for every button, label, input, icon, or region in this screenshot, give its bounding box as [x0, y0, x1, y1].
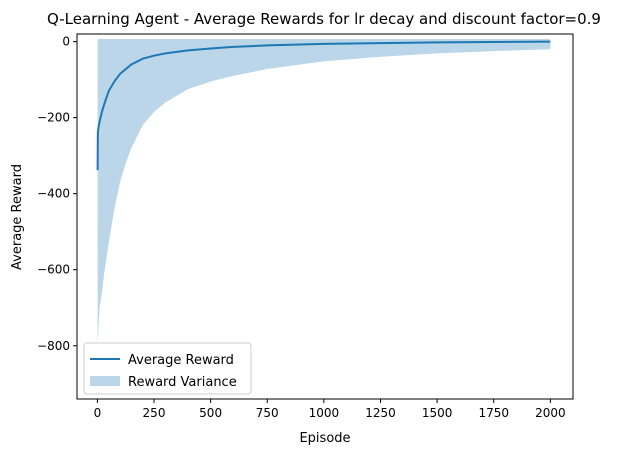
x-axis-ticks: 0 250 500 750 1000 1250 1500 1750 2000 [94, 399, 566, 420]
x-tick-label: 1250 [365, 406, 396, 420]
y-tick-label: 0 [62, 35, 70, 49]
legend-label-reward-variance: Reward Variance [128, 375, 237, 390]
chart-title: Q-Learning Agent - Average Rewards for l… [47, 10, 601, 28]
y-axis-ticks: −800 −600 −400 −200 0 [37, 35, 77, 353]
plot-frame [76, 33, 574, 400]
x-tick-label: 0 [94, 406, 102, 420]
average-reward-line [96, 40, 551, 171]
x-tick-label: 1000 [309, 406, 340, 420]
legend-box [83, 342, 252, 395]
reward-variance-band [97, 38, 551, 346]
x-tick-label: 500 [199, 406, 222, 420]
y-tick-label: −200 [37, 111, 70, 125]
legend-label-average-reward: Average Reward [128, 353, 234, 368]
y-axis-label: Average Reward [10, 164, 25, 270]
legend-swatch-reward-variance [90, 376, 120, 386]
x-tick-label: 1750 [478, 406, 509, 420]
x-tick-label: 1500 [422, 406, 453, 420]
x-tick-label: 2000 [535, 406, 566, 420]
legend: Average Reward Reward Variance [83, 342, 252, 395]
y-tick-label: −400 [37, 187, 70, 201]
x-axis-label: Episode [299, 431, 350, 446]
x-tick-label: 750 [256, 406, 279, 420]
y-tick-label: −600 [37, 263, 70, 277]
x-tick-label: 250 [143, 406, 166, 420]
y-tick-label: −800 [37, 339, 70, 353]
